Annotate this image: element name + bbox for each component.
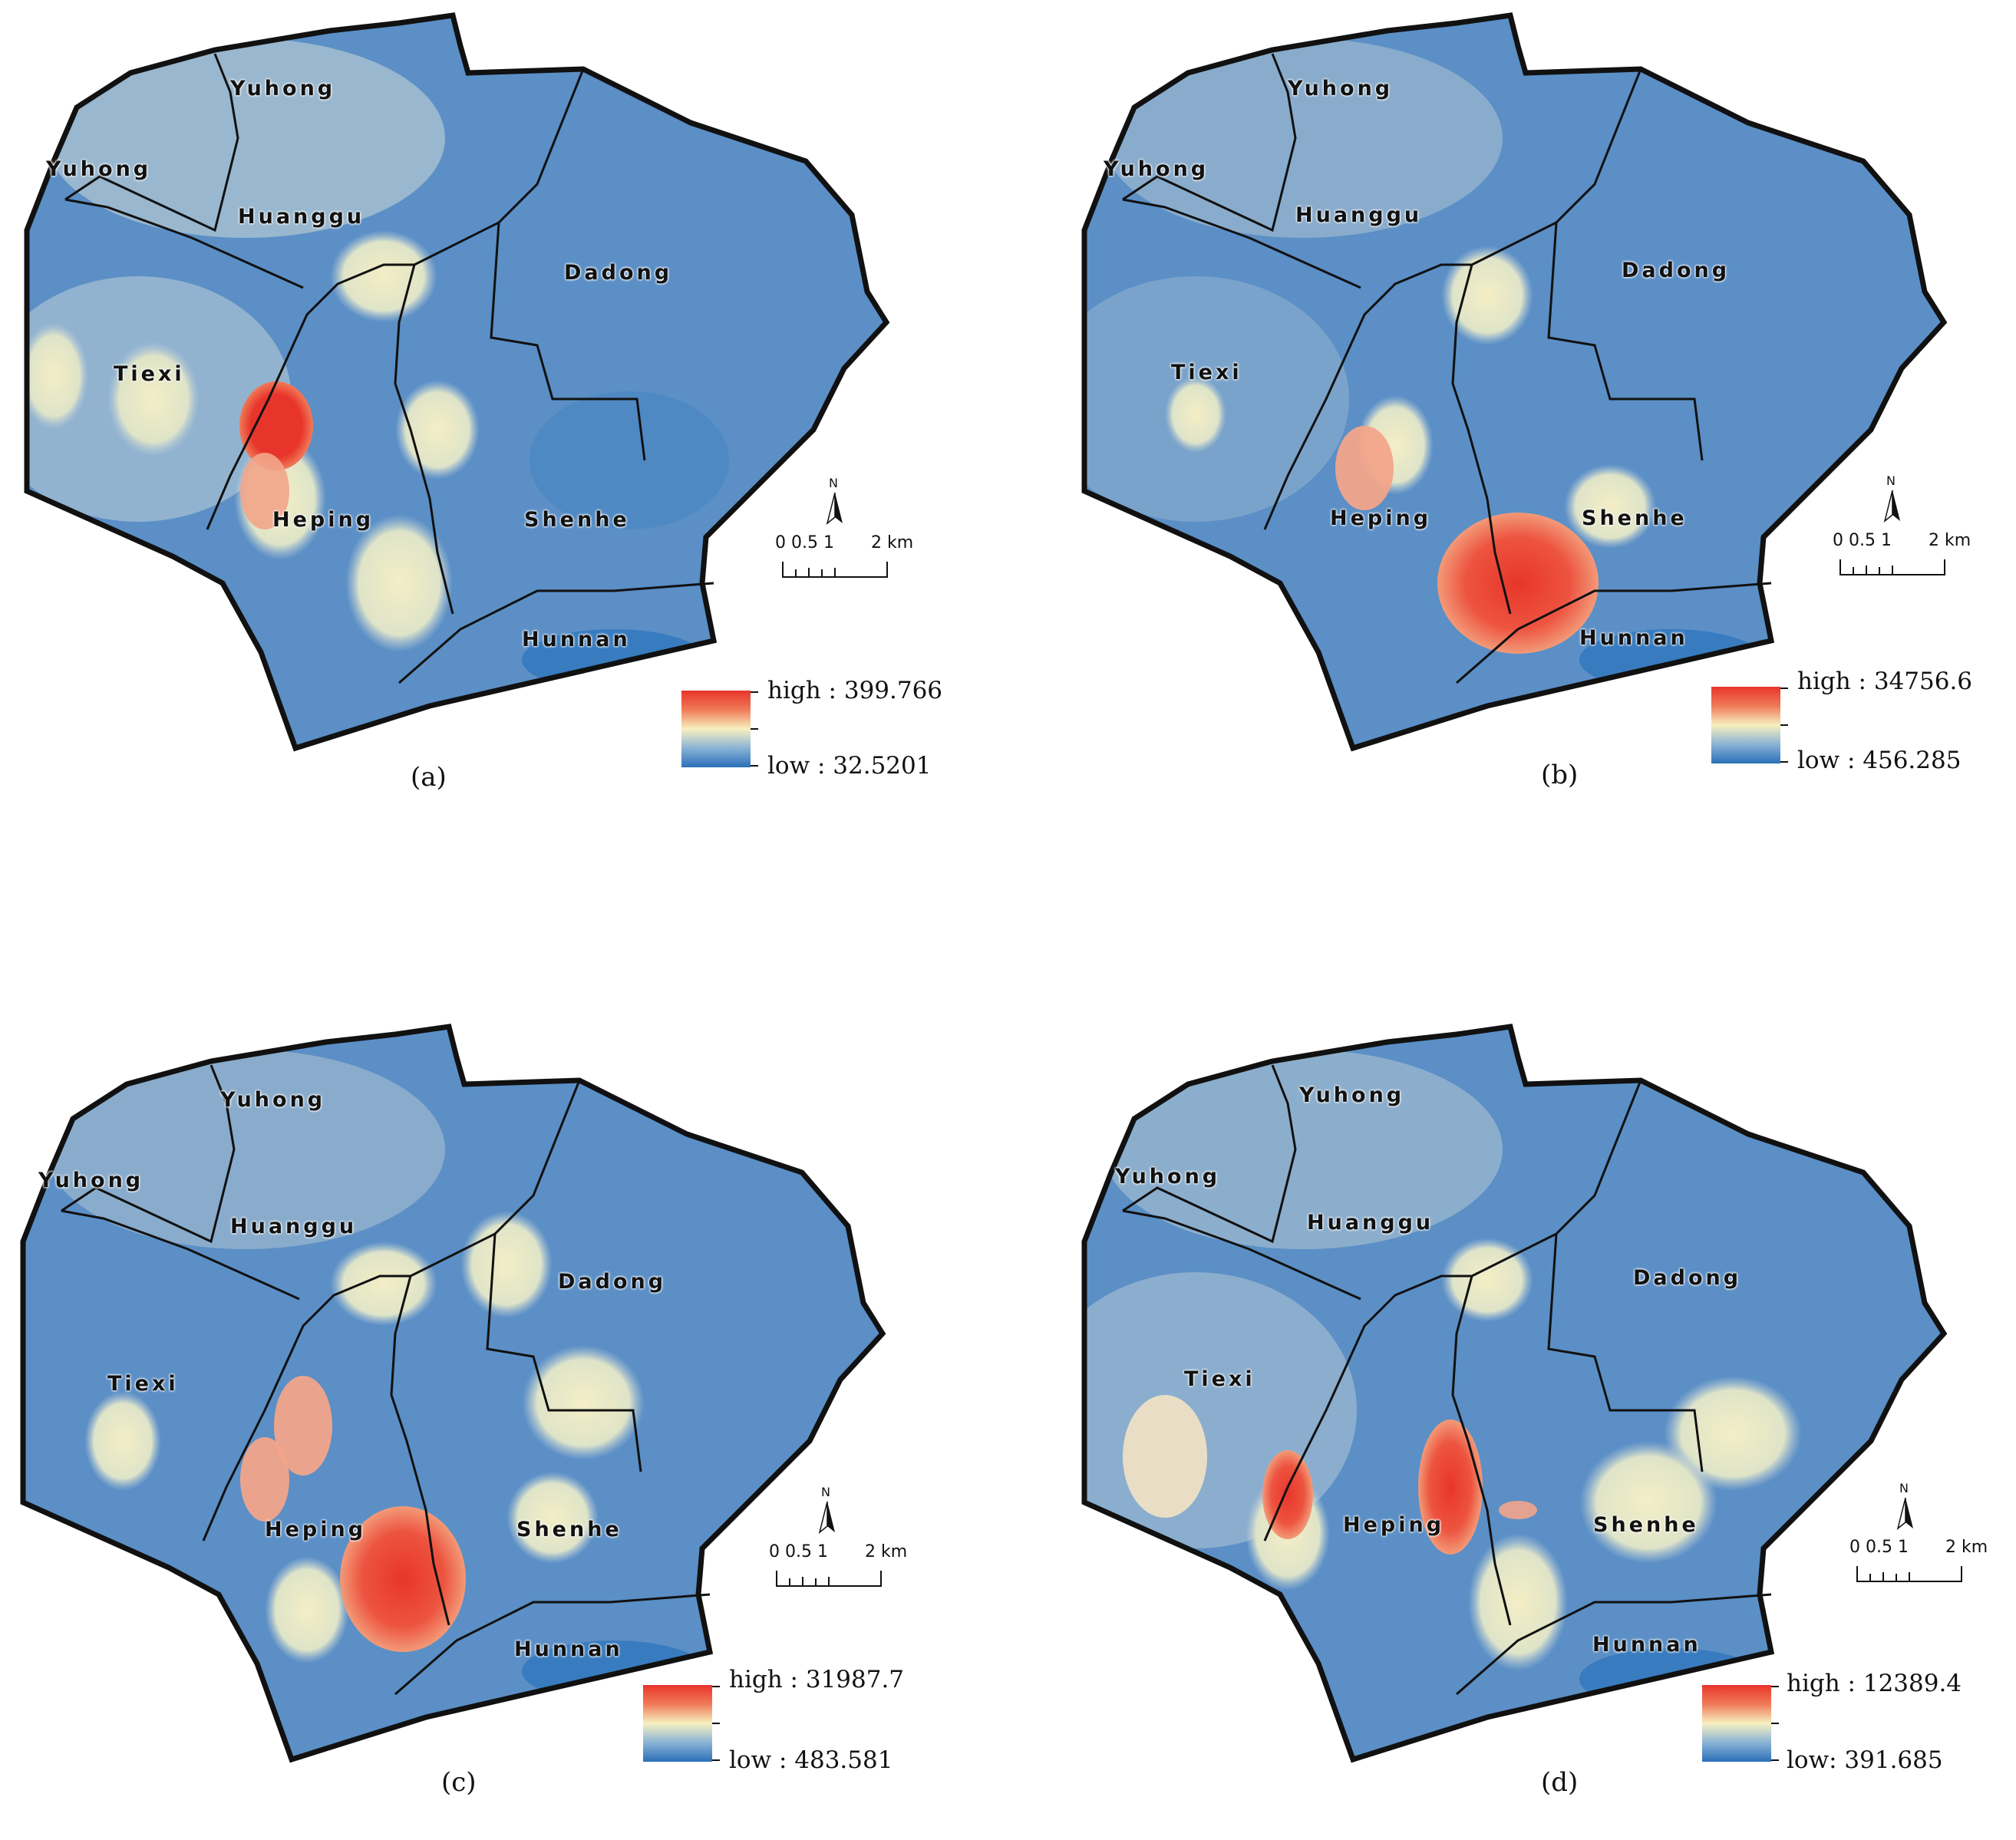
legend-tick-mid bbox=[751, 728, 758, 730]
label-heping: Heping bbox=[1343, 1513, 1445, 1537]
scale-ticks: 0 0.5 1 bbox=[1849, 1538, 1909, 1557]
scale-bar-graphic bbox=[1856, 1566, 1962, 1582]
legend-ramp bbox=[1711, 687, 1780, 763]
caption: (b) bbox=[1541, 760, 1579, 790]
label-yuhong-left: Yuhong bbox=[1104, 157, 1209, 181]
legend-tick-high bbox=[1780, 688, 1788, 689]
legend-tick-high bbox=[751, 691, 758, 693]
label-shenhe: Shenhe bbox=[524, 508, 630, 532]
scale-bar-graphic bbox=[776, 1571, 882, 1587]
label-shenhe: Shenhe bbox=[516, 1518, 622, 1542]
label-hunnan: Hunnan bbox=[1592, 1633, 1701, 1657]
label-yuhong-left: Yuhong bbox=[38, 1169, 144, 1192]
north-arrow: N bbox=[1890, 1481, 1921, 1542]
north-letter: N bbox=[1886, 473, 1896, 488]
label-yuhong-left: Yuhong bbox=[1115, 1165, 1221, 1189]
label-yuhong-top: Yuhong bbox=[1288, 77, 1394, 101]
scale-unit: 2 km bbox=[1945, 1538, 1988, 1557]
north-arrow: N bbox=[812, 1485, 843, 1546]
label-shenhe: Shenhe bbox=[1593, 1513, 1699, 1537]
legend-ramp bbox=[1702, 1685, 1771, 1762]
scale-bar-graphic bbox=[1839, 559, 1945, 575]
scale-unit: 2 km bbox=[1929, 531, 1971, 550]
north-arrow: N bbox=[1877, 473, 1908, 535]
label-yuhong-top: Yuhong bbox=[1299, 1083, 1405, 1107]
caption: (a) bbox=[411, 762, 447, 793]
legend-tick-low bbox=[712, 1759, 720, 1761]
label-huanggu: Huanggu bbox=[230, 1215, 358, 1238]
label-huanggu: Huanggu bbox=[1307, 1211, 1434, 1235]
label-dadong: Dadong bbox=[1633, 1266, 1742, 1290]
legend-low: low : 32.5201 bbox=[767, 752, 932, 780]
legend-high: high : 34756.6 bbox=[1797, 668, 1973, 695]
scale-unit: 2 km bbox=[865, 1542, 908, 1561]
legend-ramp bbox=[643, 1685, 712, 1762]
label-heping: Heping bbox=[1330, 506, 1432, 530]
label-heping: Heping bbox=[265, 1518, 367, 1542]
north-letter: N bbox=[1899, 1481, 1909, 1495]
legend-high: high : 399.766 bbox=[767, 677, 943, 704]
north-letter: N bbox=[829, 476, 838, 490]
legend-tick-low bbox=[1771, 1759, 1779, 1761]
label-shenhe: Shenhe bbox=[1582, 506, 1688, 530]
scale-ticks: 0 0.5 1 bbox=[775, 533, 834, 552]
map-b-svg bbox=[1081, 12, 1948, 752]
label-huanggu: Huanggu bbox=[1295, 203, 1423, 227]
label-heping: Heping bbox=[272, 508, 374, 532]
scale-ticks: 0 0.5 1 bbox=[1833, 531, 1892, 550]
legend-tick-mid bbox=[1780, 724, 1788, 726]
scale-bar: 0 0.5 1 2 km bbox=[1833, 531, 1978, 585]
label-dadong: Dadong bbox=[1622, 259, 1731, 282]
label-dadong: Dadong bbox=[558, 1270, 667, 1294]
north-arrow-icon bbox=[818, 1501, 835, 1534]
label-yuhong-top: Yuhong bbox=[230, 77, 336, 101]
label-dadong: Dadong bbox=[564, 261, 673, 285]
caption: (c) bbox=[441, 1767, 477, 1798]
map-c-svg bbox=[20, 1024, 886, 1763]
label-tiexi: Tiexi bbox=[107, 1372, 179, 1396]
label-tiexi: Tiexi bbox=[1184, 1367, 1255, 1391]
label-tiexi: Tiexi bbox=[114, 362, 185, 386]
scale-unit: 2 km bbox=[871, 533, 914, 552]
scale-bar: 0 0.5 1 2 km bbox=[775, 533, 921, 587]
legend-low: low : 483.581 bbox=[729, 1746, 893, 1774]
legend-ramp bbox=[681, 691, 751, 767]
label-huanggu: Huanggu bbox=[238, 205, 365, 229]
caption: (d) bbox=[1541, 1767, 1579, 1798]
north-arrow-icon bbox=[1883, 490, 1900, 523]
legend: high : 34756.6 low : 456.285 bbox=[1711, 668, 2003, 779]
legend-tick-low bbox=[751, 765, 758, 767]
label-hunnan: Hunnan bbox=[1579, 626, 1688, 650]
legend-low: low : 456.285 bbox=[1797, 747, 1962, 774]
legend: high : 12389.4 low: 391.685 bbox=[1702, 1670, 1994, 1777]
label-yuhong-left: Yuhong bbox=[46, 157, 152, 181]
legend-high: high : 31987.7 bbox=[729, 1666, 905, 1693]
legend: high : 31987.7 low : 483.581 bbox=[643, 1666, 935, 1777]
legend-high: high : 12389.4 bbox=[1787, 1670, 1962, 1697]
legend-tick-high bbox=[712, 1686, 720, 1687]
legend-tick-mid bbox=[1771, 1723, 1779, 1724]
label-hunnan: Hunnan bbox=[514, 1637, 623, 1661]
north-arrow: N bbox=[820, 476, 850, 537]
label-yuhong-top: Yuhong bbox=[220, 1088, 326, 1112]
legend-tick-high bbox=[1771, 1686, 1779, 1687]
legend-tick-mid bbox=[712, 1723, 720, 1724]
legend-low: low: 391.685 bbox=[1787, 1746, 1943, 1774]
scale-bar: 0 0.5 1 2 km bbox=[769, 1542, 915, 1596]
legend: high : 399.766 low : 32.5201 bbox=[681, 677, 973, 783]
scale-ticks: 0 0.5 1 bbox=[769, 1542, 828, 1561]
north-letter: N bbox=[821, 1485, 830, 1499]
scale-bar: 0 0.5 1 2 km bbox=[1849, 1538, 1995, 1591]
north-arrow-icon bbox=[1896, 1497, 1913, 1530]
label-tiexi: Tiexi bbox=[1171, 361, 1242, 384]
map-d-svg bbox=[1081, 1024, 1948, 1763]
scale-bar-graphic bbox=[782, 562, 888, 578]
label-hunnan: Hunnan bbox=[522, 628, 631, 651]
map-a-svg bbox=[24, 12, 890, 752]
legend-tick-low bbox=[1780, 761, 1788, 763]
north-arrow-icon bbox=[826, 492, 843, 525]
